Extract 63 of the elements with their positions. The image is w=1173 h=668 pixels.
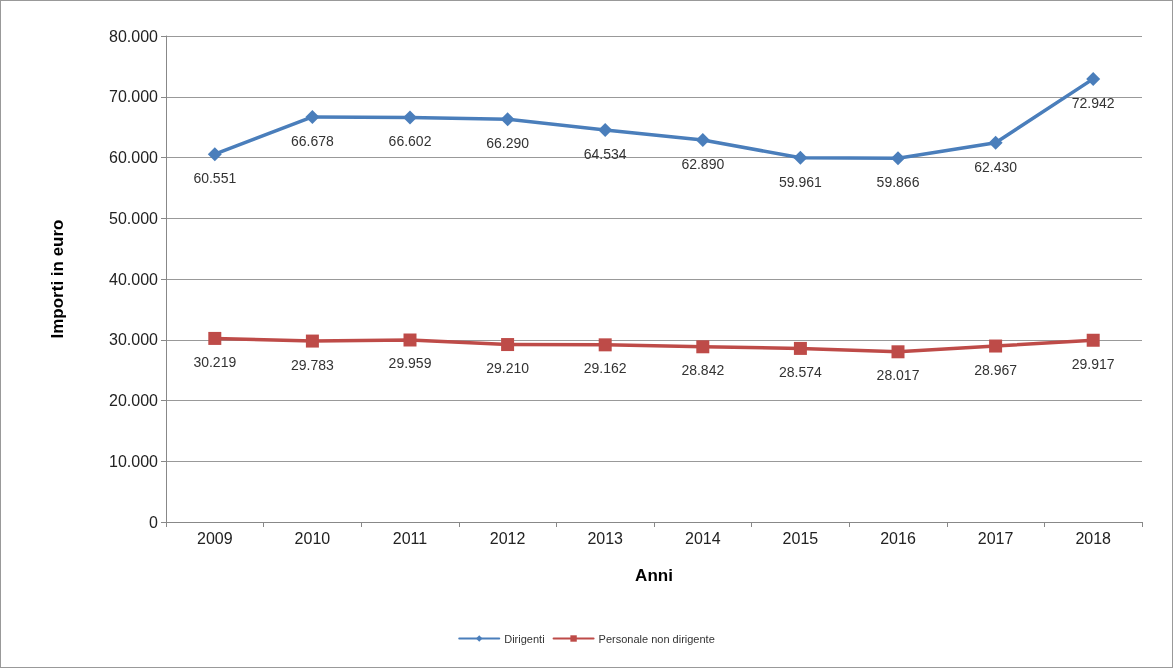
data-label: 66.290 bbox=[486, 135, 530, 152]
point bbox=[793, 341, 807, 355]
point bbox=[891, 151, 905, 166]
data-label: 59.866 bbox=[876, 174, 920, 191]
y-tick-label: 10.000 bbox=[109, 452, 159, 470]
x-tick-label: 2014 bbox=[685, 529, 721, 547]
x-tick-label: 2010 bbox=[294, 529, 331, 547]
data-label: 28.967 bbox=[974, 361, 1018, 378]
y-tick-label: 70.000 bbox=[109, 88, 159, 106]
y-tick-label: 60.000 bbox=[109, 149, 159, 166]
point bbox=[403, 333, 417, 347]
x-tick-label: 2018 bbox=[1075, 529, 1112, 547]
data-label: 64.534 bbox=[583, 145, 627, 162]
point bbox=[598, 122, 613, 137]
point bbox=[695, 132, 710, 147]
y-tick-label: 40.000 bbox=[109, 270, 159, 288]
point bbox=[207, 147, 222, 162]
data-label: 62.890 bbox=[681, 155, 725, 172]
y-axis-title: Importi in euro bbox=[48, 219, 67, 339]
data-label: 66.602 bbox=[388, 133, 432, 150]
data-label: 28.017 bbox=[876, 367, 920, 384]
data-label: 28.574 bbox=[778, 363, 823, 380]
data-label: 29.959 bbox=[388, 355, 432, 372]
x-tick-label: 2017 bbox=[977, 529, 1014, 547]
y-tick-label: 0 bbox=[149, 513, 159, 531]
point bbox=[989, 339, 1003, 353]
point bbox=[501, 338, 515, 352]
point bbox=[988, 135, 1003, 150]
y-tick-label: 30.000 bbox=[109, 331, 159, 349]
legend-label: Dirigenti bbox=[504, 632, 545, 645]
point bbox=[305, 334, 319, 348]
y-tick-label: 80.000 bbox=[109, 27, 159, 45]
data-label: 59.961 bbox=[778, 173, 823, 190]
x-tick-label: 2011 bbox=[392, 529, 428, 547]
y-tick-label: 50.000 bbox=[109, 209, 159, 227]
point bbox=[891, 345, 905, 359]
data-label: 29.917 bbox=[1071, 355, 1115, 372]
data-label: 29.162 bbox=[583, 360, 627, 377]
x-tick-label: 2012 bbox=[489, 529, 526, 547]
point bbox=[1086, 71, 1101, 86]
data-label: 29.783 bbox=[290, 356, 335, 373]
data-label: 72.942 bbox=[1071, 94, 1115, 111]
data-label: 28.842 bbox=[681, 362, 725, 379]
data-label: 60.551 bbox=[193, 170, 237, 187]
point bbox=[500, 112, 515, 127]
x-tick-label: 2016 bbox=[880, 529, 916, 547]
y-tick-label: 20.000 bbox=[109, 392, 159, 409]
data-label: 66.678 bbox=[290, 132, 335, 149]
point bbox=[305, 109, 320, 124]
point bbox=[793, 150, 808, 165]
x-axis-title: Anni bbox=[635, 566, 673, 585]
x-tick-label: 2013 bbox=[587, 529, 624, 547]
point bbox=[403, 110, 417, 125]
data-label: 29.210 bbox=[486, 360, 530, 377]
data-label: 62.430 bbox=[974, 158, 1018, 175]
x-tick-label: 2015 bbox=[782, 529, 819, 547]
point bbox=[598, 338, 612, 352]
point bbox=[696, 340, 710, 354]
point bbox=[208, 331, 222, 345]
x-tick-label: 2009 bbox=[197, 529, 233, 547]
legend-label: Personale non dirigente bbox=[598, 632, 715, 645]
data-label: 30.219 bbox=[193, 353, 237, 370]
point bbox=[1086, 333, 1100, 347]
